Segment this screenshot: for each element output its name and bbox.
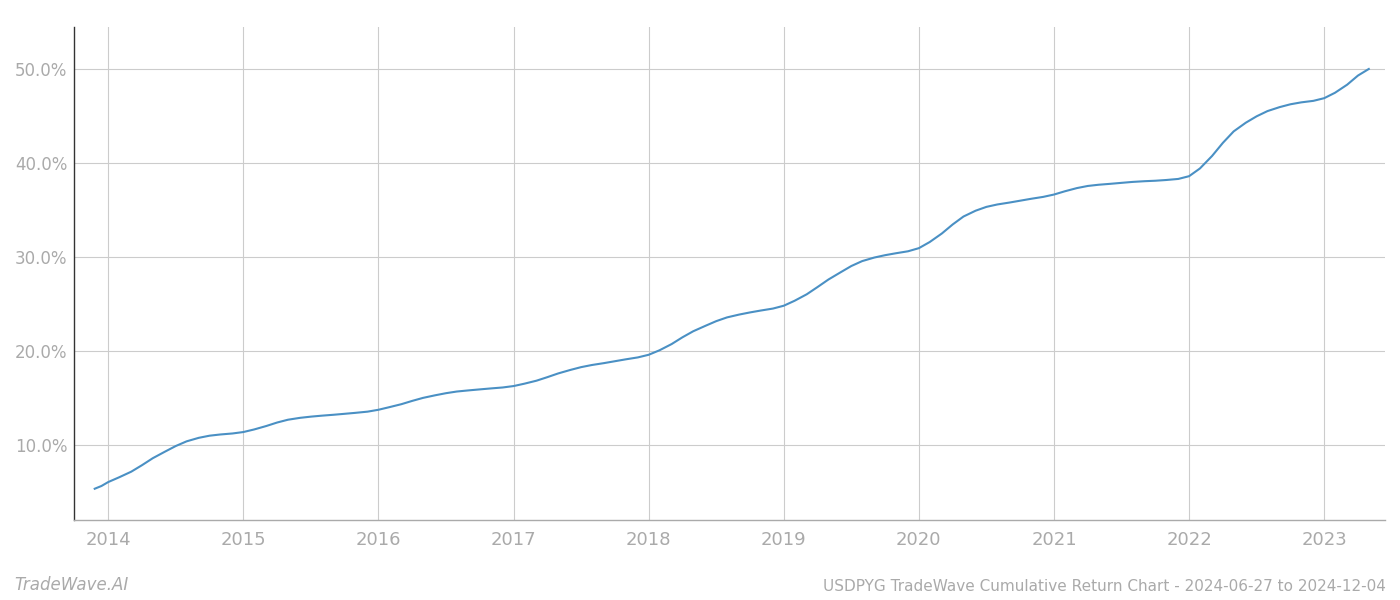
Text: USDPYG TradeWave Cumulative Return Chart - 2024-06-27 to 2024-12-04: USDPYG TradeWave Cumulative Return Chart… [823,579,1386,594]
Text: TradeWave.AI: TradeWave.AI [14,576,129,594]
